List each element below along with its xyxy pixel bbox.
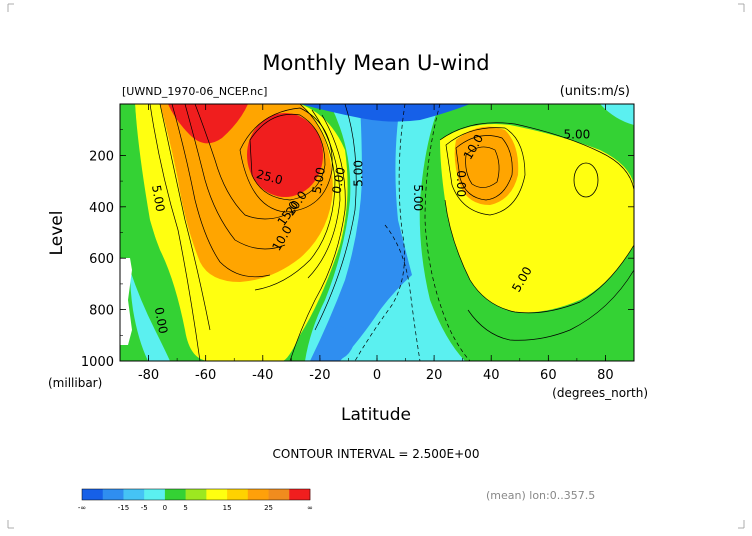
nh-orange-region — [454, 126, 519, 205]
x-tick-label: -40 — [252, 368, 273, 383]
colorbar-swatch — [82, 489, 104, 500]
crop-marks — [7, 3, 745, 529]
tropical-blue-core — [310, 104, 412, 361]
contour-interval-label: CONTOUR INTERVAL = 2.500E+00 — [273, 447, 480, 461]
y-tick-label: 200 — [89, 149, 114, 164]
contour-label: 5.00 — [310, 166, 328, 195]
y-units-label: (millibar) — [48, 376, 102, 390]
contour-label: 5.00 — [411, 184, 425, 211]
x-tick-label: -60 — [195, 368, 216, 383]
colorbar-label: 5 — [183, 504, 187, 512]
colorbar-swatch — [123, 489, 145, 500]
source-file-label: [UWND_1970-06_NCEP.nc] — [122, 85, 267, 98]
colorbar-swatch — [268, 489, 290, 500]
x-tick-label: 80 — [597, 368, 614, 383]
colorbar-swatch — [164, 489, 186, 500]
x-units-label: (degrees_north) — [552, 386, 648, 400]
contour-lines — [149, 104, 634, 361]
colorbar-frame — [81, 488, 311, 501]
contour-label: 25.0 — [255, 167, 284, 187]
contour-label: 0.00 — [454, 170, 468, 197]
x-axis-title: Latitude — [341, 405, 411, 425]
colorbar-label: -∞ — [78, 504, 86, 512]
y-tick-label: 400 — [89, 201, 114, 216]
y-tick-label: 1000 — [81, 355, 114, 370]
x-tick-label: 40 — [483, 368, 500, 383]
contour-fill — [120, 104, 634, 361]
mean-note: (mean) lon:0..357.5 — [486, 489, 595, 502]
colorbar-label: -5 — [141, 504, 148, 512]
x-tick-label: 60 — [540, 368, 557, 383]
y-axis: 200 400 600 800 1000 — [81, 129, 634, 370]
colorbar-swatch — [206, 489, 228, 500]
colorbar-label: 25 — [264, 504, 273, 512]
x-axis: -80 -60 -40 -20 0 20 40 60 80 — [119, 104, 635, 383]
contour-label: 0.00 — [152, 306, 170, 335]
colorbar-label: 0 — [163, 504, 167, 512]
chart-title: Monthly Mean U-wind — [262, 51, 489, 75]
colorbar-label: -15 — [118, 504, 129, 512]
colorbar-label: ∞ — [307, 504, 313, 512]
colorbar-label: 15 — [223, 504, 232, 512]
y-tick-label: 600 — [89, 252, 114, 267]
contour-label: 5.00 — [564, 128, 591, 142]
colorbar: -∞ -15 -5 0 5 15 25 ∞ — [78, 488, 313, 512]
units-label: (units:m/s) — [560, 84, 630, 99]
contour-label: 0.00 — [330, 166, 348, 195]
colorbar-swatch — [144, 489, 166, 500]
x-tick-label: -80 — [138, 368, 159, 383]
colorbar-swatch — [289, 489, 311, 500]
x-tick-label: 20 — [426, 368, 443, 383]
colorbar-swatch — [185, 489, 207, 500]
sh-red-jet-core — [247, 113, 323, 197]
colorbar-swatch — [227, 489, 249, 500]
x-tick-label: 0 — [373, 368, 381, 383]
colorbar-swatch — [247, 489, 269, 500]
colorbar-swatch — [102, 489, 124, 500]
x-tick-label: -20 — [309, 368, 330, 383]
contour-label: 5.00 — [149, 184, 167, 213]
y-tick-label: 800 — [89, 304, 114, 319]
y-axis-title: Level — [47, 211, 67, 256]
contour-label: 5.00 — [352, 160, 366, 187]
